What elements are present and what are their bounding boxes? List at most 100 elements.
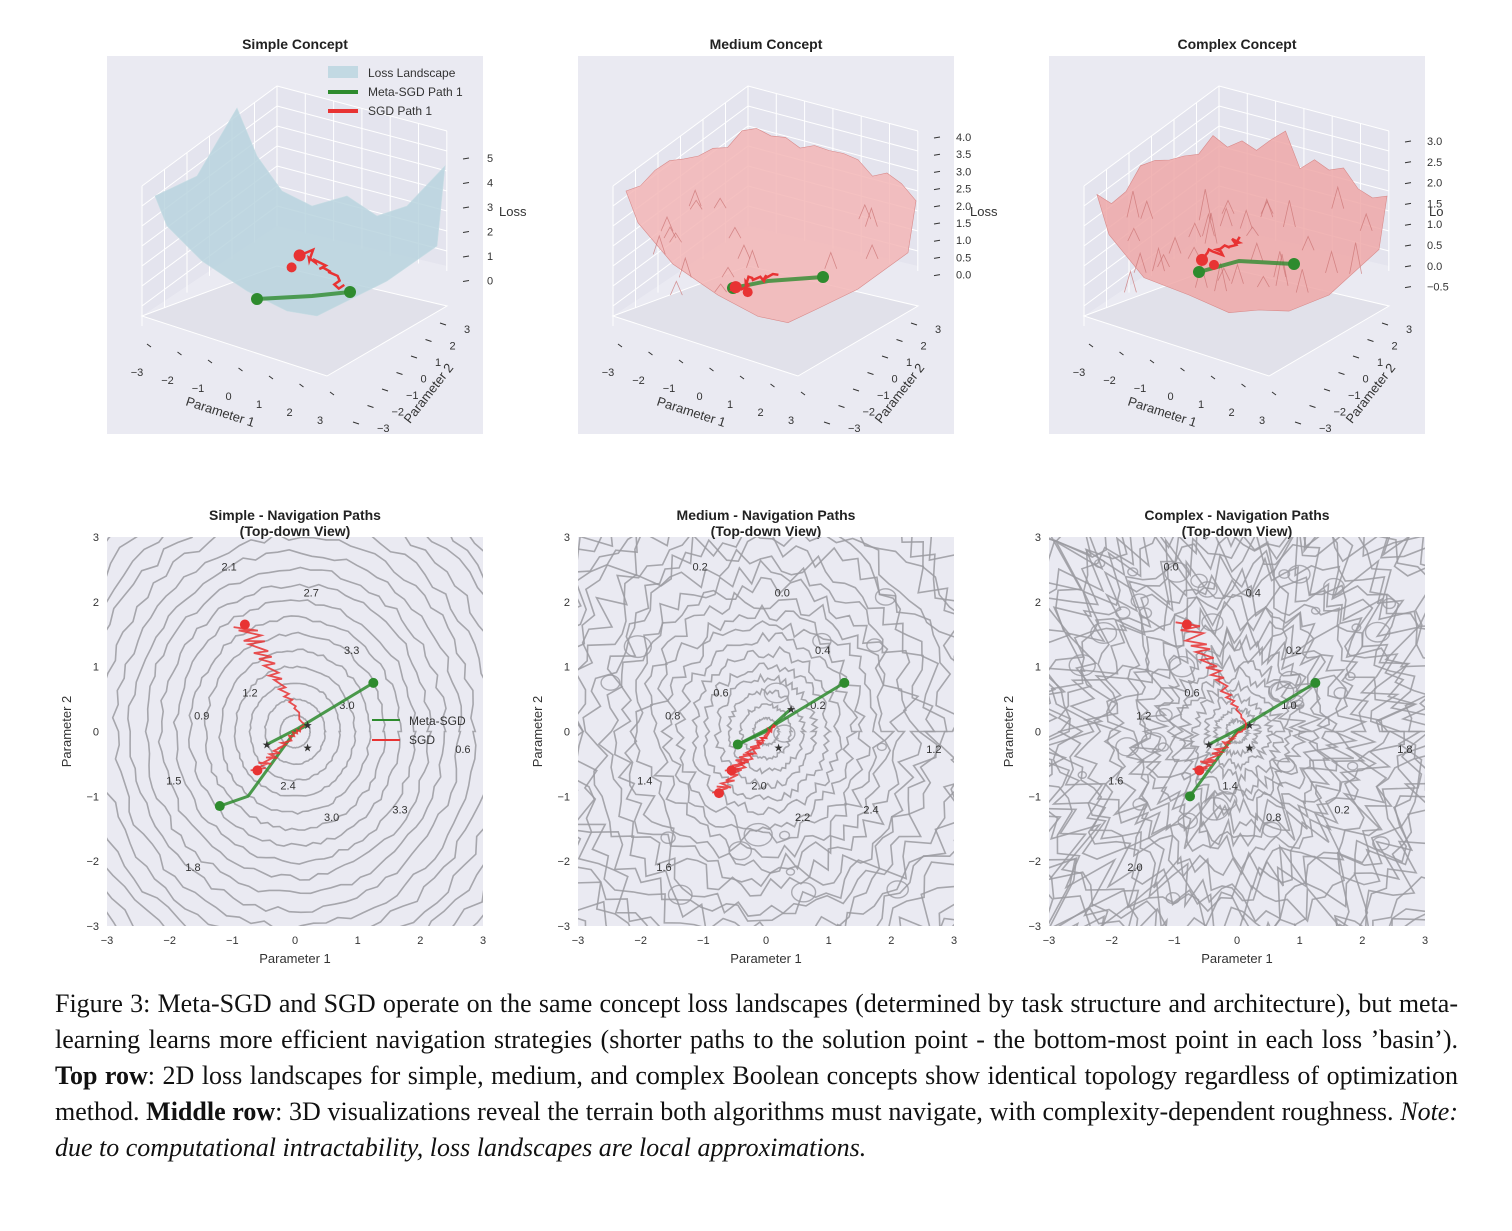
contour-label: 2.2 bbox=[795, 812, 810, 824]
z-tick-mark bbox=[1404, 182, 1412, 185]
y-tick-label: 0 bbox=[421, 374, 427, 386]
z-tick-label: 5 bbox=[487, 153, 493, 165]
y-tick-label: 3 bbox=[93, 532, 99, 544]
x-tick-label: −3 bbox=[1043, 935, 1056, 947]
y-tick-label: 3 bbox=[564, 532, 570, 544]
contour-ring bbox=[1082, 568, 1392, 902]
meta-sgd-end: ★ bbox=[786, 704, 796, 716]
sgd-start bbox=[726, 765, 737, 776]
x-tick-mark bbox=[1119, 351, 1124, 356]
surface-spike bbox=[1126, 191, 1140, 218]
surface-spike bbox=[1202, 212, 1215, 237]
x-tick-mark bbox=[268, 375, 274, 380]
sgd-path bbox=[250, 724, 305, 772]
contour-island bbox=[1163, 561, 1190, 583]
contour-label: 0.6 bbox=[455, 744, 470, 756]
contour-lines: 0.20.40.00.20.60.81.41.62.02.22.41.2 bbox=[578, 537, 954, 926]
x-tick-label: −1 bbox=[697, 935, 710, 947]
contour-island bbox=[1276, 757, 1296, 773]
x-tick-label: −2 bbox=[634, 935, 647, 947]
contour-ring bbox=[1189, 679, 1286, 785]
contour-island bbox=[1279, 670, 1302, 690]
y-tick-label: 1 bbox=[906, 357, 912, 369]
contour-ring bbox=[1051, 537, 1425, 926]
contour-island bbox=[790, 882, 817, 903]
x-tick-mark bbox=[299, 383, 304, 388]
y-tick-mark bbox=[881, 355, 889, 359]
surface-spike bbox=[1187, 246, 1201, 259]
panel-title: Medium Concept bbox=[710, 36, 823, 52]
y-tick-label: 1 bbox=[1035, 662, 1041, 674]
x-tick-mark bbox=[1149, 359, 1155, 364]
contour-ring bbox=[144, 566, 447, 895]
x-tick-label: −3 bbox=[1073, 367, 1086, 379]
x-tick-mark bbox=[207, 359, 213, 364]
meta-sgd-end: ★ bbox=[1204, 739, 1214, 751]
x-axis-label: Parameter 1 bbox=[259, 951, 331, 966]
x-tick-label: 0 bbox=[763, 935, 769, 947]
contour-ring bbox=[1049, 537, 1425, 926]
contour-ring bbox=[263, 697, 327, 766]
x-tick-label: −2 bbox=[1103, 375, 1116, 387]
y-tick-label: −2 bbox=[557, 856, 570, 868]
sgd-path bbox=[1201, 236, 1244, 261]
sgd-path bbox=[724, 724, 777, 772]
contour-ring bbox=[1157, 638, 1323, 822]
legend-label-meta: Meta-SGD bbox=[409, 714, 466, 728]
path-legend: Meta-SGD SGD bbox=[372, 714, 466, 747]
y-tick-mark bbox=[1352, 355, 1360, 359]
meta-sgd-start bbox=[1193, 266, 1205, 278]
z-tick-label: 1.0 bbox=[1427, 219, 1442, 231]
contour-island bbox=[1132, 797, 1149, 811]
x-tick-label: −3 bbox=[572, 935, 585, 947]
contour-island bbox=[1323, 577, 1345, 596]
y-tick-label: −2 bbox=[392, 407, 405, 419]
x-tick-label: 1 bbox=[256, 399, 262, 411]
x-tick-label: 2 bbox=[417, 935, 423, 947]
surface-legend: Loss Landscape Meta-SGD Path 1 SGD Path 1 bbox=[328, 66, 463, 118]
surface-spike bbox=[1260, 198, 1274, 218]
y-tick-mark bbox=[838, 405, 845, 408]
contour-ring bbox=[172, 599, 417, 865]
y-tick-label: 1 bbox=[435, 357, 441, 369]
y-tick-label: 2 bbox=[450, 341, 456, 353]
y-tick-mark bbox=[1367, 339, 1374, 342]
legend-label-sgd: SGD Path 1 bbox=[368, 104, 432, 118]
contour-island bbox=[1115, 606, 1131, 619]
y-tick-label: −3 bbox=[1319, 423, 1332, 435]
contour-ring bbox=[1057, 549, 1418, 923]
contour-ring bbox=[248, 682, 342, 783]
z-tick-label: 3.5 bbox=[956, 149, 971, 161]
y-tick-label: −1 bbox=[86, 791, 99, 803]
z-axis-label: Lo bbox=[1429, 204, 1443, 219]
x-tick-mark bbox=[146, 343, 152, 348]
x-tick-label: 1 bbox=[826, 935, 832, 947]
contour-island bbox=[1382, 597, 1397, 610]
sgd-start bbox=[293, 249, 306, 262]
contour-label: 1.8 bbox=[1397, 744, 1412, 756]
contour-ring bbox=[613, 558, 923, 897]
z-tick-mark bbox=[1404, 286, 1412, 289]
y-tick-mark bbox=[1323, 388, 1331, 392]
y-tick-label: −3 bbox=[86, 921, 99, 933]
z-tick-label: 0.5 bbox=[1427, 240, 1442, 252]
z-tick-mark bbox=[1404, 265, 1412, 268]
y-tick-label: −2 bbox=[1334, 407, 1347, 419]
x-tick-label: 3 bbox=[1422, 935, 1428, 947]
z-tick-mark bbox=[462, 280, 470, 282]
x-tick-label: −3 bbox=[101, 935, 114, 947]
surface-spike bbox=[1127, 227, 1141, 242]
x-tick-label: −1 bbox=[192, 383, 205, 395]
z-tick-mark bbox=[462, 255, 470, 258]
contour-island bbox=[763, 682, 790, 704]
z-tick-mark bbox=[933, 239, 941, 242]
surface-spike bbox=[669, 280, 683, 296]
panel-title: Simple Concept bbox=[242, 36, 348, 52]
contour-island bbox=[728, 841, 753, 861]
z-tick-label: 2.0 bbox=[956, 201, 971, 213]
contour-ring bbox=[578, 537, 954, 926]
contour-ring bbox=[1203, 690, 1274, 772]
z-tick-mark bbox=[933, 256, 941, 259]
y-tick-label: 1 bbox=[564, 662, 570, 674]
x-tick-mark bbox=[238, 367, 243, 372]
